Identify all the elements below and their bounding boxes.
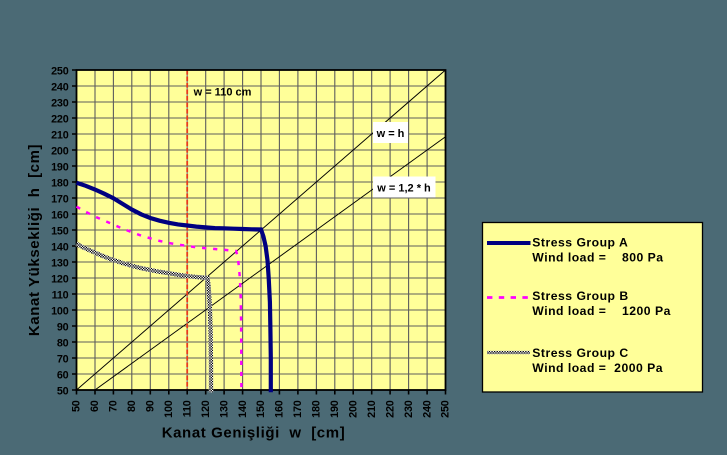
svg-text:220: 220	[384, 400, 396, 418]
svg-text:140: 140	[51, 241, 69, 253]
svg-text:130: 130	[51, 257, 69, 269]
svg-text:60: 60	[89, 400, 101, 412]
svg-text:100: 100	[163, 400, 175, 418]
svg-text:220: 220	[51, 113, 69, 125]
svg-text:60: 60	[57, 369, 69, 381]
svg-text:Stress Group C: Stress Group C	[532, 346, 628, 360]
svg-text:Wind load = 1200 Pa: Wind load = 1200 Pa	[532, 304, 671, 318]
svg-text:250: 250	[51, 65, 69, 77]
svg-text:160: 160	[274, 400, 286, 418]
svg-text:80: 80	[126, 400, 138, 412]
svg-text:190: 190	[51, 161, 69, 173]
svg-text:w = 110 cm: w = 110 cm	[193, 87, 252, 99]
svg-text:210: 210	[51, 129, 69, 141]
svg-text:210: 210	[366, 400, 378, 418]
svg-text:50: 50	[57, 385, 69, 397]
svg-text:100: 100	[51, 305, 69, 317]
svg-text:110: 110	[181, 400, 193, 417]
svg-text:230: 230	[403, 400, 415, 418]
svg-text:130: 130	[218, 400, 230, 418]
svg-text:190: 190	[329, 400, 341, 418]
svg-text:Wind load = 2000 Pa: Wind load = 2000 Pa	[532, 361, 663, 375]
svg-text:80: 80	[57, 337, 69, 349]
svg-text:w = 1,2 * h: w = 1,2 * h	[376, 183, 431, 195]
svg-text:200: 200	[51, 145, 69, 157]
svg-text:90: 90	[57, 321, 69, 333]
svg-text:Stress Group A: Stress Group A	[532, 236, 628, 250]
svg-text:230: 230	[51, 97, 69, 109]
svg-text:180: 180	[311, 400, 323, 418]
svg-text:170: 170	[292, 400, 304, 418]
svg-text:120: 120	[200, 400, 212, 418]
svg-text:Kanat Genişliği w [cm]: Kanat Genişliği w [cm]	[162, 425, 346, 442]
svg-text:180: 180	[51, 177, 69, 189]
svg-text:120: 120	[51, 273, 69, 285]
svg-text:70: 70	[108, 400, 120, 412]
svg-text:Stress Group B: Stress Group B	[532, 289, 628, 303]
svg-text:240: 240	[51, 81, 69, 93]
svg-text:200: 200	[347, 400, 359, 418]
svg-text:160: 160	[51, 209, 69, 221]
svg-text:90: 90	[145, 400, 157, 412]
svg-text:240: 240	[421, 400, 433, 418]
svg-text:Kanat Yüksekliği h [cm]: Kanat Yüksekliği h [cm]	[26, 144, 43, 336]
svg-text:250: 250	[440, 400, 452, 418]
svg-text:Wind load = 800 Pa: Wind load = 800 Pa	[532, 251, 663, 265]
svg-text:50: 50	[71, 400, 83, 412]
svg-text:150: 150	[255, 400, 267, 418]
svg-text:110: 110	[52, 289, 69, 301]
svg-text:170: 170	[51, 193, 69, 205]
svg-text:140: 140	[237, 400, 249, 418]
svg-text:70: 70	[57, 353, 69, 365]
svg-text:150: 150	[51, 225, 69, 237]
svg-text:w = h: w = h	[376, 128, 405, 140]
